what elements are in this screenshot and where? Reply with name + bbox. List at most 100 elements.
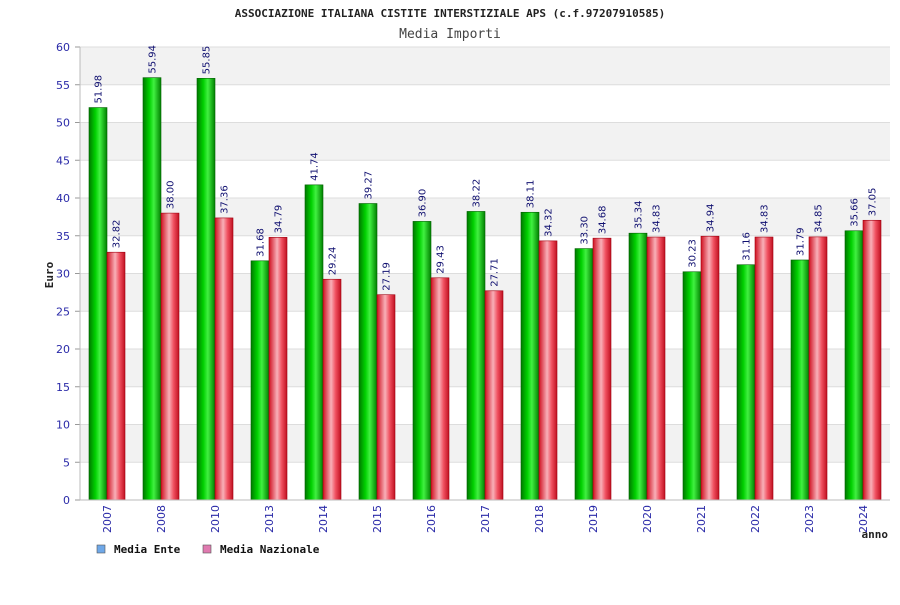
bar-media-ente [520, 211, 540, 501]
data-label: 39.27 [364, 171, 375, 200]
y-tick-label: 0 [63, 494, 70, 507]
y-tick-label: 5 [63, 456, 70, 469]
x-tick-label: 2018 [533, 505, 546, 533]
x-tick-label: 2022 [749, 505, 762, 533]
bar-media-ente [790, 259, 810, 501]
bar-media-ente [574, 248, 594, 501]
y-tick-label: 25 [56, 305, 70, 318]
data-label: 34.32 [544, 208, 555, 237]
value-labels: 51.98 32.82 55.94 38.00 55.85 37.36 31.68 34.79… [94, 45, 879, 291]
bar-media-nazionale [268, 237, 288, 501]
bar-media-nazionale [592, 237, 612, 501]
bar-media-ente [304, 184, 324, 501]
legend-label-media-ente: Media Ente [114, 543, 181, 556]
data-label: 37.05 [868, 188, 879, 217]
bar-media-ente [196, 78, 216, 501]
data-label: 34.83 [760, 204, 771, 233]
data-label: 38.00 [166, 180, 177, 209]
y-tick-label: 60 [56, 41, 70, 54]
data-label: 55.85 [202, 46, 213, 75]
bar-media-nazionale [646, 236, 666, 501]
legend: Media Ente Media Nazionale [96, 543, 320, 556]
x-axis-label: anno [862, 528, 889, 541]
x-axis-ticks: 2007 2008 2010 2013 2014 2015 2016 2017 2018 2019… [101, 505, 870, 533]
y-tick-label: 50 [56, 117, 70, 130]
data-label: 30.23 [688, 239, 699, 268]
legend-swatch-media-ente [96, 544, 106, 554]
data-label: 31.68 [256, 228, 267, 257]
x-tick-label: 2020 [641, 505, 654, 533]
bar-media-nazionale [754, 236, 774, 501]
bar-media-ente [736, 264, 756, 501]
x-tick-label: 2010 [209, 505, 222, 533]
bar-media-nazionale [214, 217, 234, 501]
x-tick-label: 2016 [425, 505, 438, 533]
y-axis-label: Euro [43, 261, 56, 288]
legend-swatch-media-nazionale [202, 544, 212, 554]
bar-media-ente [844, 230, 864, 501]
bar-media-ente [250, 260, 270, 501]
data-label: 27.19 [382, 262, 393, 291]
data-label: 34.85 [814, 204, 825, 233]
bars [88, 77, 882, 501]
data-label: 35.66 [850, 198, 861, 227]
data-label: 34.68 [598, 206, 609, 235]
x-tick-label: 2007 [101, 505, 114, 533]
chart-title: ASSOCIAZIONE ITALIANA CISTITE INTERSTIZI… [235, 7, 665, 20]
bar-media-nazionale [484, 290, 504, 501]
x-tick-label: 2021 [695, 505, 708, 533]
bar-media-ente [358, 203, 378, 501]
y-tick-label: 10 [56, 419, 70, 432]
bar-media-ente [142, 77, 162, 501]
bar-media-nazionale [538, 240, 558, 501]
x-tick-label: 2013 [263, 505, 276, 533]
y-tick-label: 45 [56, 154, 70, 167]
data-label: 34.83 [652, 204, 663, 233]
x-tick-label: 2023 [803, 505, 816, 533]
bar-media-nazionale [322, 278, 342, 501]
bar-media-nazionale [808, 236, 828, 501]
y-tick-label: 35 [56, 230, 70, 243]
data-label: 34.79 [274, 205, 285, 234]
data-label: 38.22 [472, 179, 483, 208]
y-tick-label: 15 [56, 381, 70, 394]
chart-subtitle: Media Importi [399, 27, 501, 42]
bar-media-ente [466, 211, 486, 501]
data-label: 29.43 [436, 245, 447, 274]
x-tick-label: 2024 [857, 505, 870, 533]
data-label: 37.36 [220, 185, 231, 214]
data-label: 38.11 [526, 180, 537, 209]
x-tick-label: 2014 [317, 505, 330, 533]
bar-media-nazionale [430, 277, 450, 501]
y-tick-label: 20 [56, 343, 70, 356]
data-label: 32.82 [112, 220, 123, 249]
data-label: 41.74 [310, 152, 321, 181]
bar-media-nazionale [862, 219, 882, 501]
data-label: 35.34 [634, 201, 645, 230]
legend-label-media-nazionale: Media Nazionale [220, 543, 320, 556]
bar-media-ente [412, 221, 432, 501]
y-tick-label: 30 [56, 268, 70, 281]
bar-media-ente [88, 107, 108, 501]
x-tick-label: 2019 [587, 505, 600, 533]
x-tick-label: 2017 [479, 505, 492, 533]
data-label: 27.71 [490, 258, 501, 287]
data-label: 51.98 [94, 75, 105, 104]
data-label: 34.94 [706, 204, 717, 233]
data-label: 29.24 [328, 247, 339, 276]
y-tick-label: 55 [56, 79, 70, 92]
y-axis-ticks: 0 5 10 15 20 25 30 35 40 45 50 55 60 [56, 41, 80, 507]
data-label: 36.90 [418, 189, 429, 218]
data-label: 31.16 [742, 232, 753, 261]
bar-media-nazionale [106, 251, 126, 501]
data-label: 31.79 [796, 227, 807, 256]
bar-media-ente [628, 232, 648, 501]
bar-media-nazionale [376, 294, 396, 501]
bar-media-nazionale [160, 212, 180, 501]
bar-media-ente [682, 271, 702, 501]
bar-media-nazionale [700, 235, 720, 501]
x-tick-label: 2015 [371, 505, 384, 533]
y-tick-label: 40 [56, 192, 70, 205]
data-label: 33.30 [580, 216, 591, 245]
